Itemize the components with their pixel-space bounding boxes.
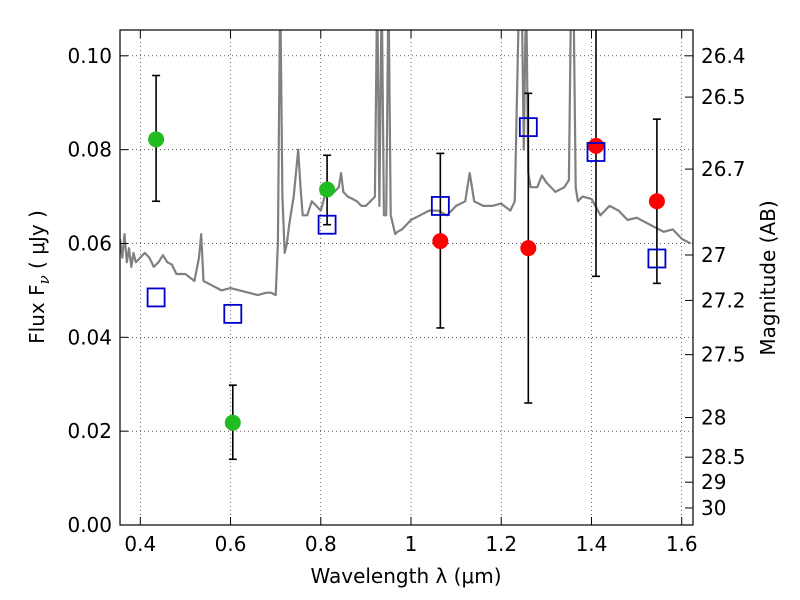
data-point: [148, 131, 165, 148]
y-axis-right-label: Magnitude (AB): [756, 200, 780, 355]
y-tick-label: 0.10: [67, 44, 112, 68]
x-tick-label: 0.6: [215, 532, 247, 556]
mag-tick-label: 26.7: [701, 157, 746, 181]
mag-tick-label: 29: [701, 470, 726, 494]
y-tick-label: 0.06: [67, 231, 112, 255]
y-axis-label-main: Flux F: [25, 284, 49, 343]
model-point: [317, 214, 337, 235]
data-point: [432, 233, 449, 250]
model-point: [223, 303, 243, 324]
grid: [120, 30, 693, 526]
mag-tick-label: 27: [701, 243, 726, 267]
model-point: [518, 117, 538, 138]
mag-tick-label: 30: [701, 496, 726, 520]
data-point: [224, 414, 241, 431]
model-point: [586, 142, 606, 162]
data-point: [587, 137, 604, 154]
x-ticks: 0.4 0.6 0.8 1 1.2 1.4 1.6: [124, 30, 698, 556]
model-point: [430, 196, 450, 216]
model-point: [647, 248, 667, 269]
data-point: [520, 240, 537, 257]
x-tick-label: 1.2: [485, 532, 517, 556]
x-tick-label: 1.6: [666, 532, 698, 556]
data-points: [146, 30, 667, 461]
model-spectrum: [120, 30, 692, 297]
y-tick-label: 0.02: [67, 419, 112, 443]
y-axis-label-sub: ν: [35, 275, 53, 284]
model-point: [146, 287, 166, 308]
mag-tick-label: 26.5: [701, 85, 746, 109]
y-tick-label: 0.04: [67, 325, 112, 349]
mag-tick-label: 28.5: [701, 445, 746, 469]
y-axis-label-unit: ( μJy ): [25, 210, 49, 275]
x-tick-label: 1: [405, 532, 418, 556]
mag-tick-label: 27.5: [701, 343, 746, 367]
data-point: [648, 193, 665, 210]
y-tick-label: 0.08: [67, 138, 112, 162]
x-axis-label: Wavelength λ (μm): [310, 564, 501, 588]
x-tick-label: 1.4: [576, 532, 608, 556]
mag-tick-label: 26.4: [701, 44, 746, 68]
mag-tick-label: 28: [701, 406, 726, 430]
axes: [119, 29, 694, 526]
data-point: [319, 181, 336, 198]
x-tick-label: 0.8: [305, 532, 337, 556]
mag-tick-label: 27.2: [701, 288, 746, 312]
plot-frame: [119, 29, 694, 526]
y-tick-label: 0.00: [67, 513, 112, 537]
y-axis-label: Flux Fν ( μJy ): [25, 210, 53, 344]
spectrum-line: [120, 30, 692, 297]
y-ticks: 0.00 0.02 0.04 0.06 0.08 0.10: [67, 44, 128, 537]
x-tick-label: 0.4: [124, 532, 156, 556]
